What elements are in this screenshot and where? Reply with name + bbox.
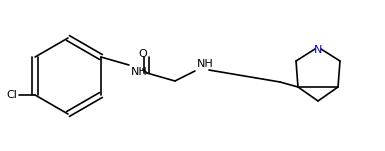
Text: N: N — [314, 45, 322, 55]
Text: NH: NH — [197, 59, 214, 69]
Text: NH: NH — [131, 67, 148, 77]
Text: O: O — [139, 49, 147, 59]
Text: Cl: Cl — [6, 90, 17, 100]
